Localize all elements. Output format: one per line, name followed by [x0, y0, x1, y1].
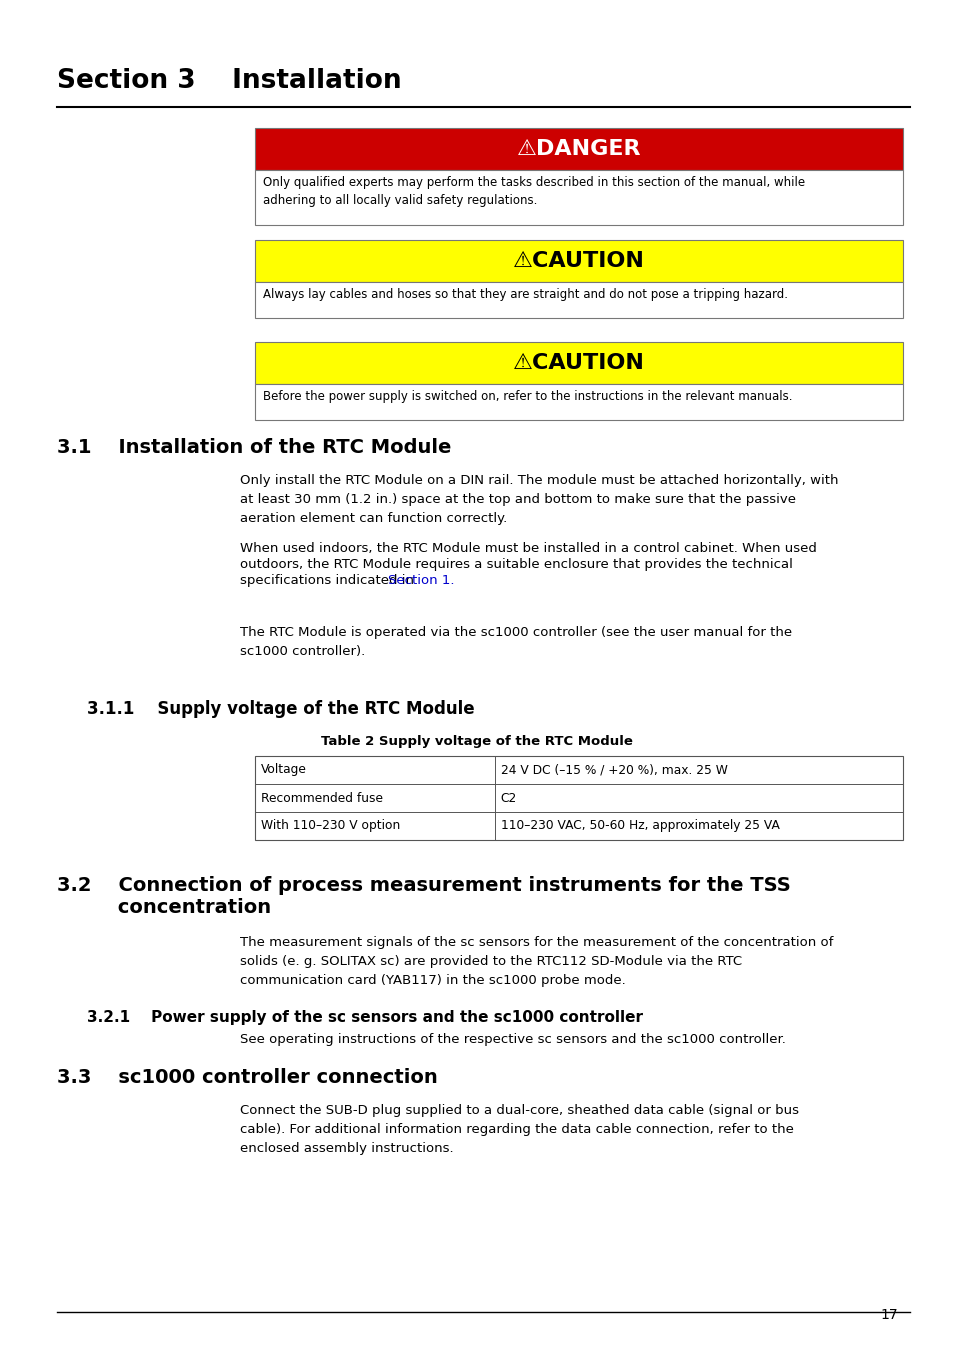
Text: Always lay cables and hoses so that they are straight and do not pose a tripping: Always lay cables and hoses so that they… — [263, 288, 787, 301]
Text: ⚠CAUTION: ⚠CAUTION — [513, 251, 644, 271]
Text: 110–230 VAC, 50-60 Hz, approximately 25 VA: 110–230 VAC, 50-60 Hz, approximately 25 … — [500, 819, 779, 833]
Text: specifications indicated in: specifications indicated in — [240, 574, 417, 587]
Bar — [254, 240, 902, 282]
Text: Connect the SUB-D plug supplied to a dual-core, sheathed data cable (signal or b: Connect the SUB-D plug supplied to a dua… — [240, 1104, 799, 1156]
Bar — [254, 282, 902, 319]
Text: 3.1    Installation of the RTC Module: 3.1 Installation of the RTC Module — [57, 437, 451, 458]
Text: The RTC Module is operated via the sc1000 controller (see the user manual for th: The RTC Module is operated via the sc100… — [240, 626, 791, 657]
Text: 3.1.1    Supply voltage of the RTC Module: 3.1.1 Supply voltage of the RTC Module — [87, 701, 475, 718]
Text: With 110–230 V option: With 110–230 V option — [261, 819, 400, 833]
Text: Recommended fuse: Recommended fuse — [261, 791, 382, 805]
Text: Only install the RTC Module on a DIN rail. The module must be attached horizonta: Only install the RTC Module on a DIN rai… — [240, 474, 838, 525]
Text: 3.3    sc1000 controller connection: 3.3 sc1000 controller connection — [57, 1068, 437, 1087]
Text: Voltage: Voltage — [261, 764, 307, 776]
Text: Only qualified experts may perform the tasks described in this section of the ma: Only qualified experts may perform the t… — [263, 176, 804, 207]
Bar — [254, 128, 902, 170]
Text: When used indoors, the RTC Module must be installed in a control cabinet. When u: When used indoors, the RTC Module must b… — [240, 541, 816, 555]
Text: See operating instructions of the respective sc sensors and the sc1000 controlle: See operating instructions of the respec… — [240, 1033, 785, 1046]
Text: concentration: concentration — [57, 898, 271, 917]
Text: Table 2 Supply voltage of the RTC Module: Table 2 Supply voltage of the RTC Module — [321, 734, 632, 748]
Text: ⚠DANGER: ⚠DANGER — [517, 139, 640, 159]
Text: outdoors, the RTC Module requires a suitable enclosure that provides the technic: outdoors, the RTC Module requires a suit… — [240, 558, 792, 571]
Text: Section 1.: Section 1. — [388, 574, 455, 587]
Text: 3.2    Connection of process measurement instruments for the TSS: 3.2 Connection of process measurement in… — [57, 876, 790, 895]
Text: 3.2.1    Power supply of the sc sensors and the sc1000 controller: 3.2.1 Power supply of the sc sensors and… — [87, 1010, 642, 1025]
Text: 24 V DC (–15 % / +20 %), max. 25 W: 24 V DC (–15 % / +20 %), max. 25 W — [500, 764, 727, 776]
Text: Before the power supply is switched on, refer to the instructions in the relevan: Before the power supply is switched on, … — [263, 390, 792, 404]
Bar — [254, 342, 902, 383]
Text: The measurement signals of the sc sensors for the measurement of the concentrati: The measurement signals of the sc sensor… — [240, 936, 833, 987]
Text: Section 3    Installation: Section 3 Installation — [57, 68, 401, 94]
Text: ⚠CAUTION: ⚠CAUTION — [513, 352, 644, 373]
Bar — [254, 383, 902, 420]
Text: C2: C2 — [500, 791, 517, 805]
Text: 17: 17 — [880, 1308, 897, 1322]
Bar — [254, 170, 902, 225]
Bar — [254, 756, 902, 840]
